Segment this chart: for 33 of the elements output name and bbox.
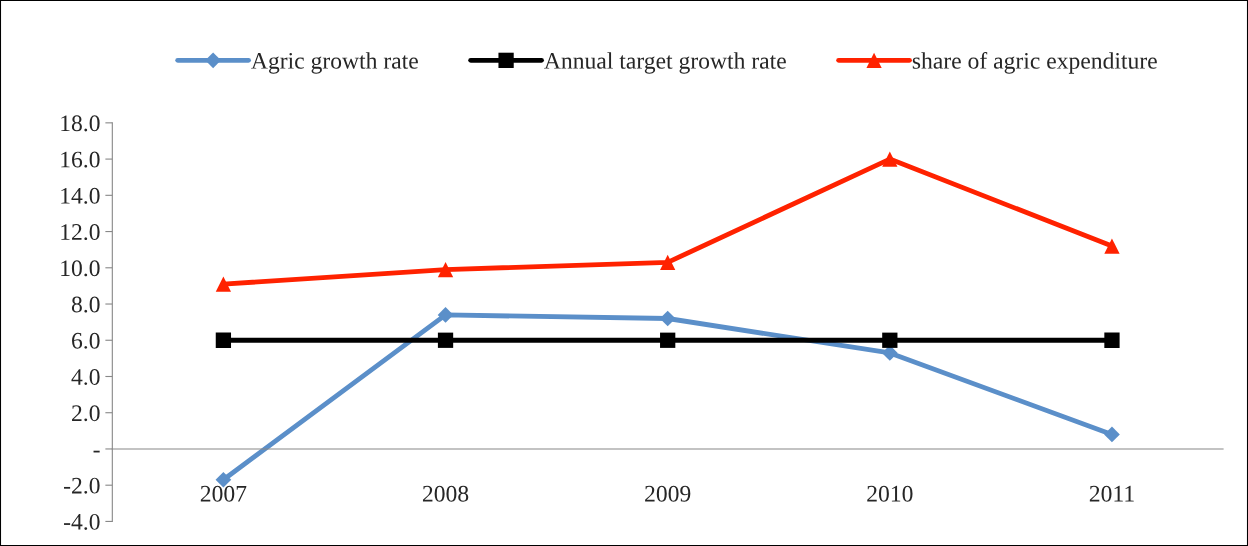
legend-label: Agric growth rate — [251, 52, 418, 74]
y-tick-label: 10.0 — [61, 260, 100, 277]
y-tick-label: 6.0 — [72, 332, 100, 349]
y-tick-label: 2.0 — [72, 405, 100, 422]
point — [882, 151, 898, 167]
y-tick-label: -2.0 — [64, 477, 100, 494]
point — [1104, 426, 1120, 443]
y-tick-label: 16.0 — [61, 151, 100, 168]
x-tick-label: 2007 — [200, 485, 247, 502]
y-tick-label: 12.0 — [61, 224, 100, 241]
y-tick-label: - — [93, 450, 100, 453]
point — [1104, 332, 1120, 348]
point — [215, 276, 232, 292]
point — [660, 332, 676, 348]
y-tick-label: 4.0 — [71, 368, 100, 386]
point — [437, 261, 454, 278]
point — [215, 332, 232, 348]
y-tick-label: -4.0 — [64, 513, 100, 530]
y-tick-label: 14.0 — [61, 187, 100, 204]
y-tick-label: 8.0 — [71, 296, 100, 313]
legend-label: share of agric expenditure — [912, 51, 1157, 74]
point — [881, 345, 898, 361]
x-tick-label: 2009 — [645, 485, 691, 502]
point — [437, 307, 454, 323]
x-tick-label: 2008 — [422, 485, 469, 502]
x-tick-label: 2010 — [867, 485, 913, 502]
y-tick-label: 18.0 — [61, 115, 100, 132]
legend-label: Annual target growth rate — [544, 52, 786, 74]
point — [1104, 238, 1120, 254]
point — [882, 332, 898, 348]
x-tick-label: 2011 — [1089, 485, 1134, 502]
point — [437, 332, 454, 348]
point — [660, 254, 676, 270]
